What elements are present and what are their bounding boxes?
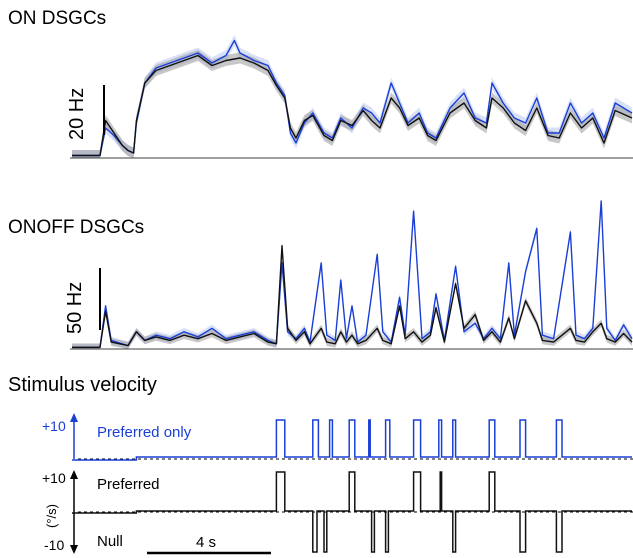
onoff-dsgc-band-blue — [72, 197, 632, 349]
on-dsgc-scale-label: 20 Hz — [66, 87, 88, 140]
onoff-dsgc-traces — [72, 200, 633, 348]
onoff-dsgc-title: ONOFF DSGCs — [8, 217, 145, 238]
legend-preferred: Preferred — [97, 476, 160, 493]
stimulus-velocity-title: Stimulus velocity — [8, 374, 157, 396]
onoff-dsgc-scale-label: 50 Hz — [64, 281, 86, 334]
on-dsgc-error-band — [72, 35, 632, 158]
preferred-only-pulses — [72, 419, 632, 461]
onoff-dsgc-band-black — [72, 241, 632, 349]
on-dsgc-traces — [72, 39, 633, 157]
velocity-ytick-top: +10 — [42, 470, 66, 486]
onoff-dsgc-error-band — [72, 197, 632, 349]
preferred-null-pulses — [72, 471, 632, 553]
time-scale-label: 4 s — [196, 534, 217, 551]
onoff-dsgc-series-black — [72, 244, 633, 348]
onoff-dsgc-series-blue — [72, 200, 633, 348]
preferred-only-axis — [70, 413, 78, 459]
velocity-unit-label: (°/s) — [44, 504, 59, 528]
on-dsgc-title: ON DSGCs — [8, 8, 107, 29]
on-dsgc-band-black — [72, 50, 632, 158]
preferred-only-ytick: +10 — [42, 418, 66, 434]
on-dsgc-series-black — [72, 54, 633, 157]
legend-null: Null — [97, 533, 123, 550]
legend-preferred-only: Preferred only — [97, 424, 192, 441]
velocity-axis — [70, 470, 78, 554]
preferred-only-trace — [72, 419, 632, 461]
velocity-ytick-bottom: -10 — [44, 537, 65, 553]
preferred-null-trace — [72, 471, 632, 553]
